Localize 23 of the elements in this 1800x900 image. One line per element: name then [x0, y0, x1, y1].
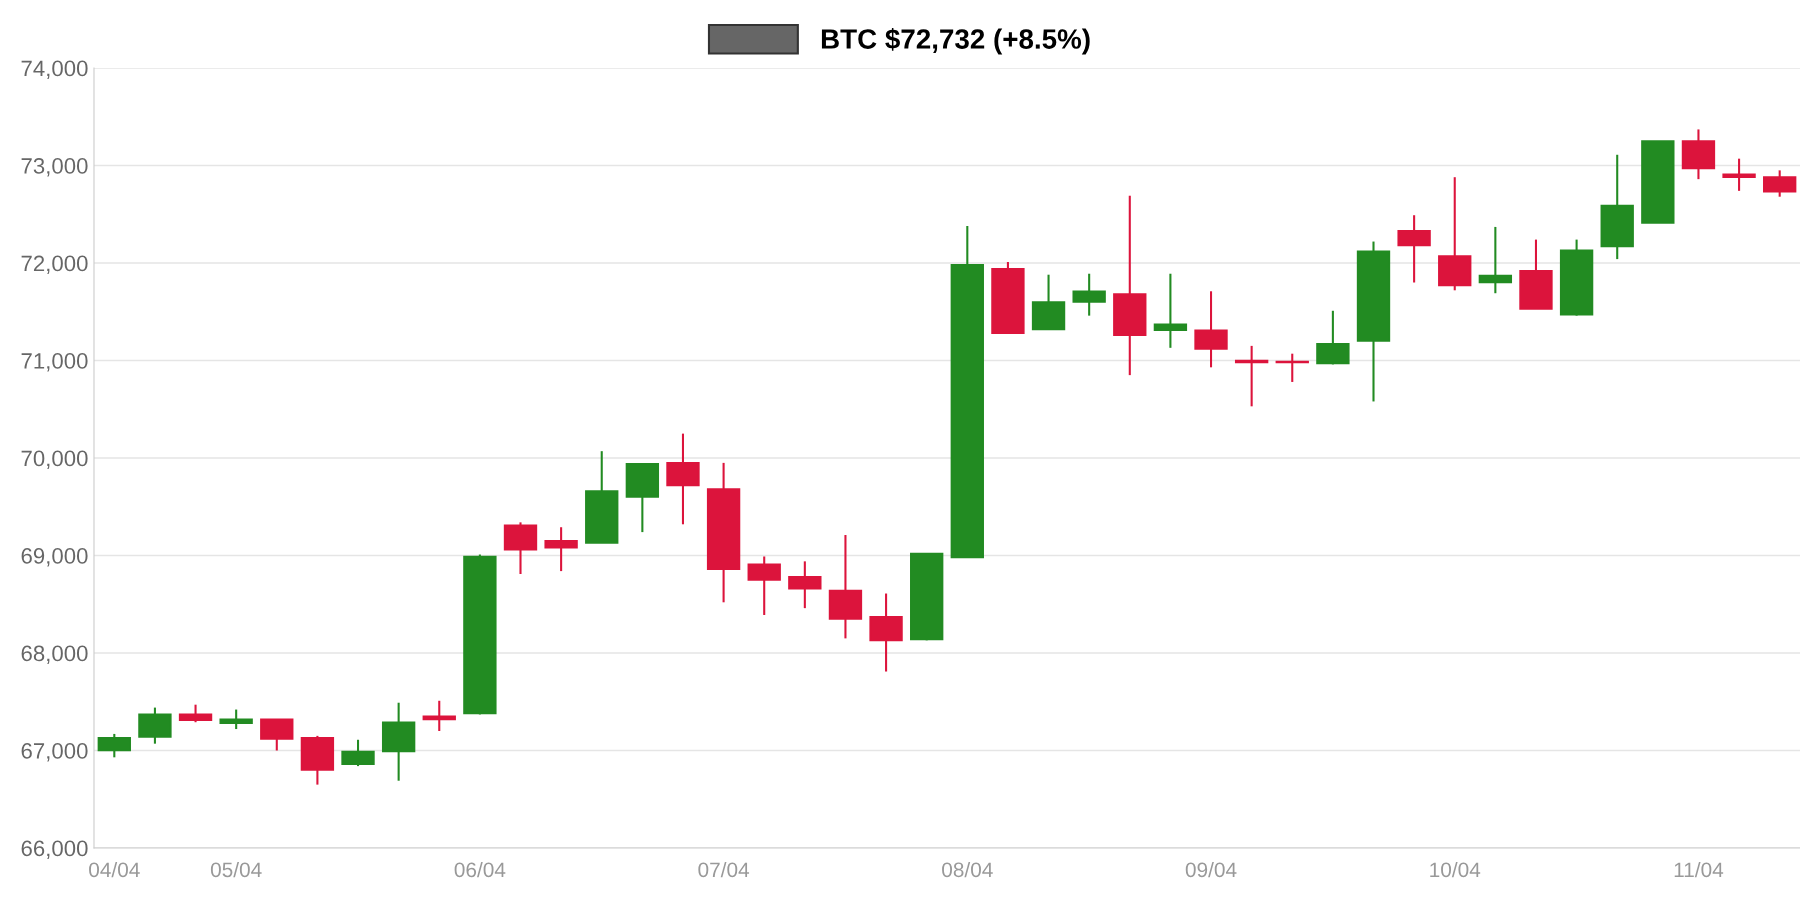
- text: BTC $72,732 (+8.5%): [821, 27, 1090, 55]
- x-tick-label: 10/04: [1430, 861, 1481, 878]
- candlestick: [1722, 157, 1756, 192]
- y-tick-label: 66,000: [21, 840, 88, 859]
- x-tick-label: 05/04: [210, 861, 262, 878]
- y-tick-label: 74,000: [21, 60, 88, 79]
- candlestick: [544, 526, 578, 573]
- y-tick-label: 72,000: [21, 255, 88, 274]
- x-tick-label: 08/04: [942, 861, 993, 878]
- x-tick-label: 11/04: [1674, 861, 1724, 878]
- y-tick-label: 73,000: [21, 158, 88, 177]
- y-tick-label: 67,000: [21, 743, 88, 762]
- y-tick-label: 70,000: [21, 450, 88, 469]
- x-tick-label: 09/04: [1185, 861, 1237, 878]
- y-tick-label: 69,000: [21, 548, 88, 567]
- candlestick: [1153, 272, 1188, 349]
- x-tick-label: 04/04: [89, 861, 140, 878]
- y-tick-label: 71,000: [21, 353, 88, 372]
- x-tick-label: 07/04: [698, 861, 750, 878]
- y-tick-label: 68,000: [21, 645, 88, 664]
- candlestick: [1478, 225, 1513, 295]
- candlestick: [219, 708, 253, 731]
- x-tick-label: 06/04: [454, 861, 506, 878]
